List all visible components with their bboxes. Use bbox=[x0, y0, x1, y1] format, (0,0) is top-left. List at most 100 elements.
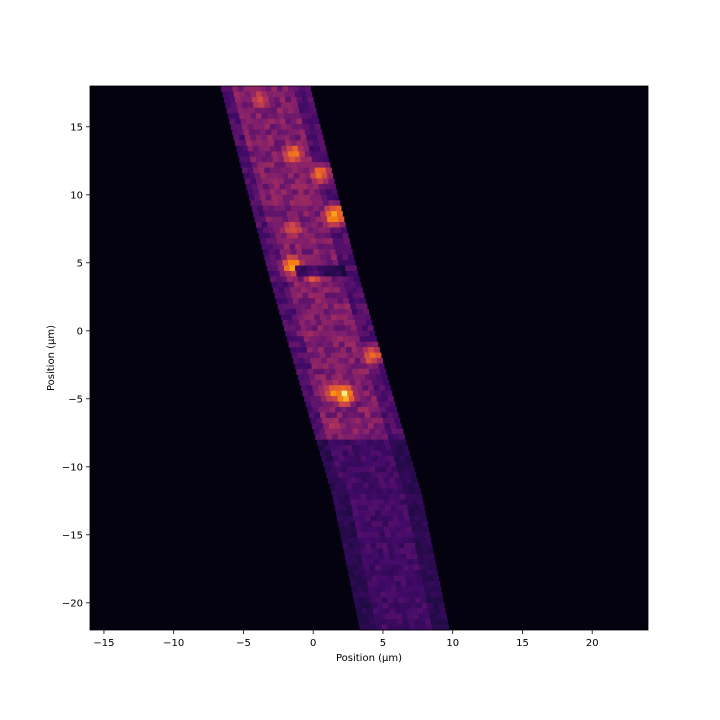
heatmap-cell bbox=[360, 602, 367, 609]
heatmap-cell bbox=[342, 542, 349, 549]
heatmap-cell bbox=[244, 113, 251, 120]
heatmap-cell bbox=[406, 581, 413, 587]
heatmap-cell bbox=[372, 581, 379, 587]
heatmap-cell bbox=[273, 287, 280, 294]
heatmap-cell bbox=[365, 336, 372, 343]
heatmap-cell bbox=[387, 515, 394, 522]
heatmap-cell bbox=[391, 510, 398, 517]
heatmap-cell bbox=[356, 363, 363, 370]
heatmap-cell bbox=[408, 510, 415, 517]
heatmap-cell bbox=[271, 281, 278, 288]
heatmap-cell bbox=[368, 559, 375, 566]
heatmap-cell bbox=[400, 499, 407, 506]
heatmap-cell bbox=[339, 499, 346, 506]
heatmap-cell bbox=[402, 445, 409, 451]
heatmap-cell bbox=[359, 624, 366, 631]
heatmap-cell bbox=[274, 162, 281, 168]
heatmap-cell bbox=[382, 396, 389, 402]
heatmap-cell bbox=[369, 619, 376, 625]
heatmap-cell bbox=[296, 205, 303, 212]
heatmap-cell bbox=[354, 602, 361, 609]
heatmap-cell bbox=[337, 396, 344, 402]
heatmap-cell bbox=[356, 461, 363, 468]
heatmap-cell bbox=[397, 619, 404, 625]
heatmap-cell bbox=[381, 597, 388, 604]
heatmap-cell bbox=[434, 608, 441, 615]
heatmap-cell bbox=[332, 455, 339, 462]
heatmap-cell bbox=[324, 227, 331, 234]
heatmap-cell bbox=[327, 173, 334, 179]
heatmap-cell bbox=[363, 591, 370, 598]
heatmap-cell bbox=[279, 205, 286, 212]
heatmap-cell bbox=[332, 494, 339, 500]
heatmap-cell bbox=[348, 570, 355, 576]
heatmap-cell bbox=[378, 477, 385, 484]
heatmap-cell bbox=[222, 91, 229, 98]
heatmap-cell bbox=[349, 548, 356, 555]
heatmap-cell bbox=[360, 358, 367, 364]
heatmap-cell bbox=[386, 537, 393, 544]
heatmap-cell bbox=[275, 211, 282, 217]
heatmap-cell bbox=[297, 211, 304, 217]
heatmap-cell bbox=[293, 238, 300, 245]
heatmap-cell bbox=[387, 570, 394, 576]
heatmap-cell bbox=[272, 200, 279, 207]
heatmap-cell bbox=[347, 412, 354, 419]
heatmap-cell bbox=[316, 401, 323, 408]
heatmap-cell bbox=[356, 385, 363, 392]
heatmap-cell bbox=[385, 483, 392, 489]
heatmap-cell bbox=[348, 542, 355, 549]
heatmap-cell bbox=[414, 564, 421, 571]
heatmap-cell bbox=[353, 412, 360, 419]
heatmap-cell bbox=[317, 222, 324, 228]
heatmap-cell bbox=[242, 145, 249, 152]
heatmap-cell bbox=[335, 205, 342, 212]
heatmap-cell bbox=[355, 401, 362, 408]
heatmap-cell bbox=[410, 602, 417, 609]
heatmap-cell bbox=[349, 417, 356, 424]
heatmap-cell bbox=[412, 586, 419, 593]
heatmap-cell bbox=[299, 341, 306, 348]
heatmap-cell bbox=[309, 102, 315, 109]
heatmap-cell bbox=[353, 542, 360, 549]
heatmap-cell bbox=[343, 396, 350, 402]
heatmap-cell bbox=[311, 325, 318, 332]
heatmap-cell bbox=[297, 276, 304, 283]
heatmap-cell bbox=[372, 608, 379, 615]
heatmap-cell bbox=[247, 124, 254, 130]
heatmap-cell bbox=[407, 586, 414, 593]
heatmap-cell bbox=[403, 488, 410, 495]
heatmap-cell bbox=[369, 390, 376, 397]
heatmap-cell bbox=[370, 488, 377, 495]
heatmap-cell bbox=[317, 243, 324, 250]
heatmap-cell bbox=[285, 118, 292, 125]
heatmap-cell bbox=[304, 358, 311, 364]
heatmap-cell bbox=[353, 515, 360, 522]
heatmap-cell bbox=[383, 526, 390, 533]
heatmap-cell bbox=[352, 270, 359, 277]
heatmap-cell bbox=[323, 423, 330, 430]
heatmap-cell bbox=[386, 466, 393, 473]
heatmap-cell bbox=[254, 151, 261, 158]
heatmap-cell bbox=[369, 352, 376, 359]
heatmap-cell bbox=[300, 303, 307, 310]
heatmap-cell bbox=[370, 450, 377, 457]
heatmap-cell bbox=[359, 515, 366, 522]
heatmap-cell bbox=[372, 526, 379, 533]
heatmap-cell bbox=[274, 227, 281, 234]
heatmap-cell bbox=[282, 319, 289, 326]
heatmap-cell bbox=[260, 194, 267, 201]
heatmap-cell bbox=[276, 129, 283, 136]
heatmap-cell bbox=[284, 287, 291, 294]
heatmap-cell bbox=[429, 586, 436, 593]
heatmap-cell bbox=[367, 499, 374, 506]
heatmap-cell bbox=[364, 352, 371, 359]
heatmap-cell bbox=[319, 314, 326, 321]
heatmap-cell bbox=[359, 314, 365, 321]
heatmap-cell bbox=[367, 477, 374, 484]
heatmap-cell bbox=[253, 102, 260, 109]
heatmap-cell bbox=[411, 477, 418, 484]
heatmap-cell bbox=[341, 227, 348, 234]
heatmap-cell bbox=[355, 439, 362, 446]
heatmap-cell bbox=[380, 390, 387, 397]
